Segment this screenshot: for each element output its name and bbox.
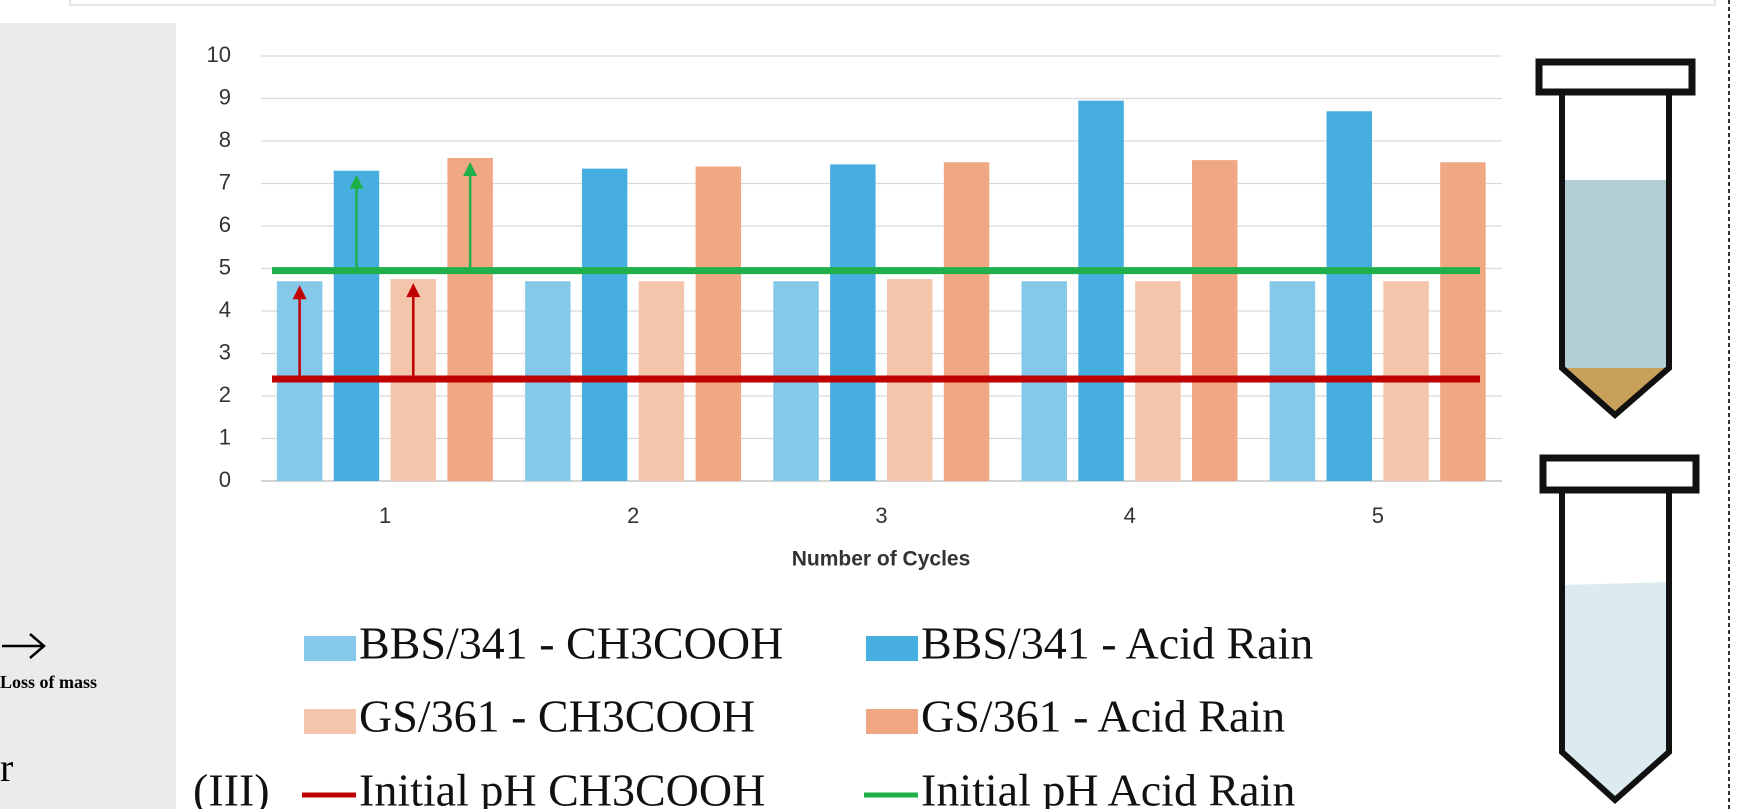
bar <box>695 166 742 481</box>
y-tick-label: 0 <box>219 467 231 492</box>
arrow-head <box>292 285 307 300</box>
legend-swatch <box>866 636 918 661</box>
annotation: Loss of mass <box>0 672 97 692</box>
left-panel <box>0 23 176 809</box>
legend-label: Initial pH Acid Rain <box>921 765 1295 809</box>
x-tick-label: 2 <box>627 503 639 528</box>
y-tick-label: 6 <box>219 212 231 237</box>
legend-label: BBS/341 - CH3COOH <box>359 618 783 669</box>
frame <box>69 0 1716 6</box>
y-tick-label: 3 <box>219 339 231 364</box>
x-tick-label: 4 <box>1124 503 1136 528</box>
panel-label: (III) <box>193 765 270 809</box>
legend-swatch <box>866 709 918 734</box>
bar <box>943 162 990 481</box>
y-tick-label: 7 <box>219 169 231 194</box>
y-tick-label: 4 <box>219 297 231 322</box>
y-tick-label: 5 <box>219 254 231 279</box>
y-tick-label: 10 <box>207 42 231 67</box>
legend-swatch <box>304 636 356 661</box>
legend-label: GS/361 - Acid Rain <box>921 691 1285 742</box>
arrow-head <box>463 162 478 176</box>
bar <box>830 164 876 481</box>
y-tick-label: 9 <box>219 84 231 109</box>
tube-bottom <box>1539 454 1700 805</box>
bar <box>1440 162 1486 481</box>
arrow-head <box>406 283 421 298</box>
x-axis-title: Number of Cycles <box>792 548 971 571</box>
x-tick-label: 3 <box>875 503 887 528</box>
legend-label: Initial pH CH3COOH <box>359 765 765 809</box>
tube-top <box>1535 58 1696 419</box>
legend-label: BBS/341 - Acid Rain <box>921 618 1313 669</box>
arrow-head <box>349 174 364 189</box>
legend-label: GS/361 - CH3COOH <box>359 691 755 742</box>
y-tick-label: 1 <box>219 424 231 449</box>
y-tick-label: 2 <box>219 382 231 407</box>
bar <box>1326 111 1372 481</box>
bar <box>1078 100 1124 481</box>
legend-swatch <box>304 709 356 734</box>
bar <box>1191 160 1238 481</box>
x-tick-label: 1 <box>379 503 391 528</box>
bar <box>581 168 628 481</box>
x-tick-label: 5 <box>1372 503 1384 528</box>
y-tick-label: 8 <box>219 127 231 152</box>
annotation: r <box>0 745 13 790</box>
arrow-icon <box>2 633 46 659</box>
